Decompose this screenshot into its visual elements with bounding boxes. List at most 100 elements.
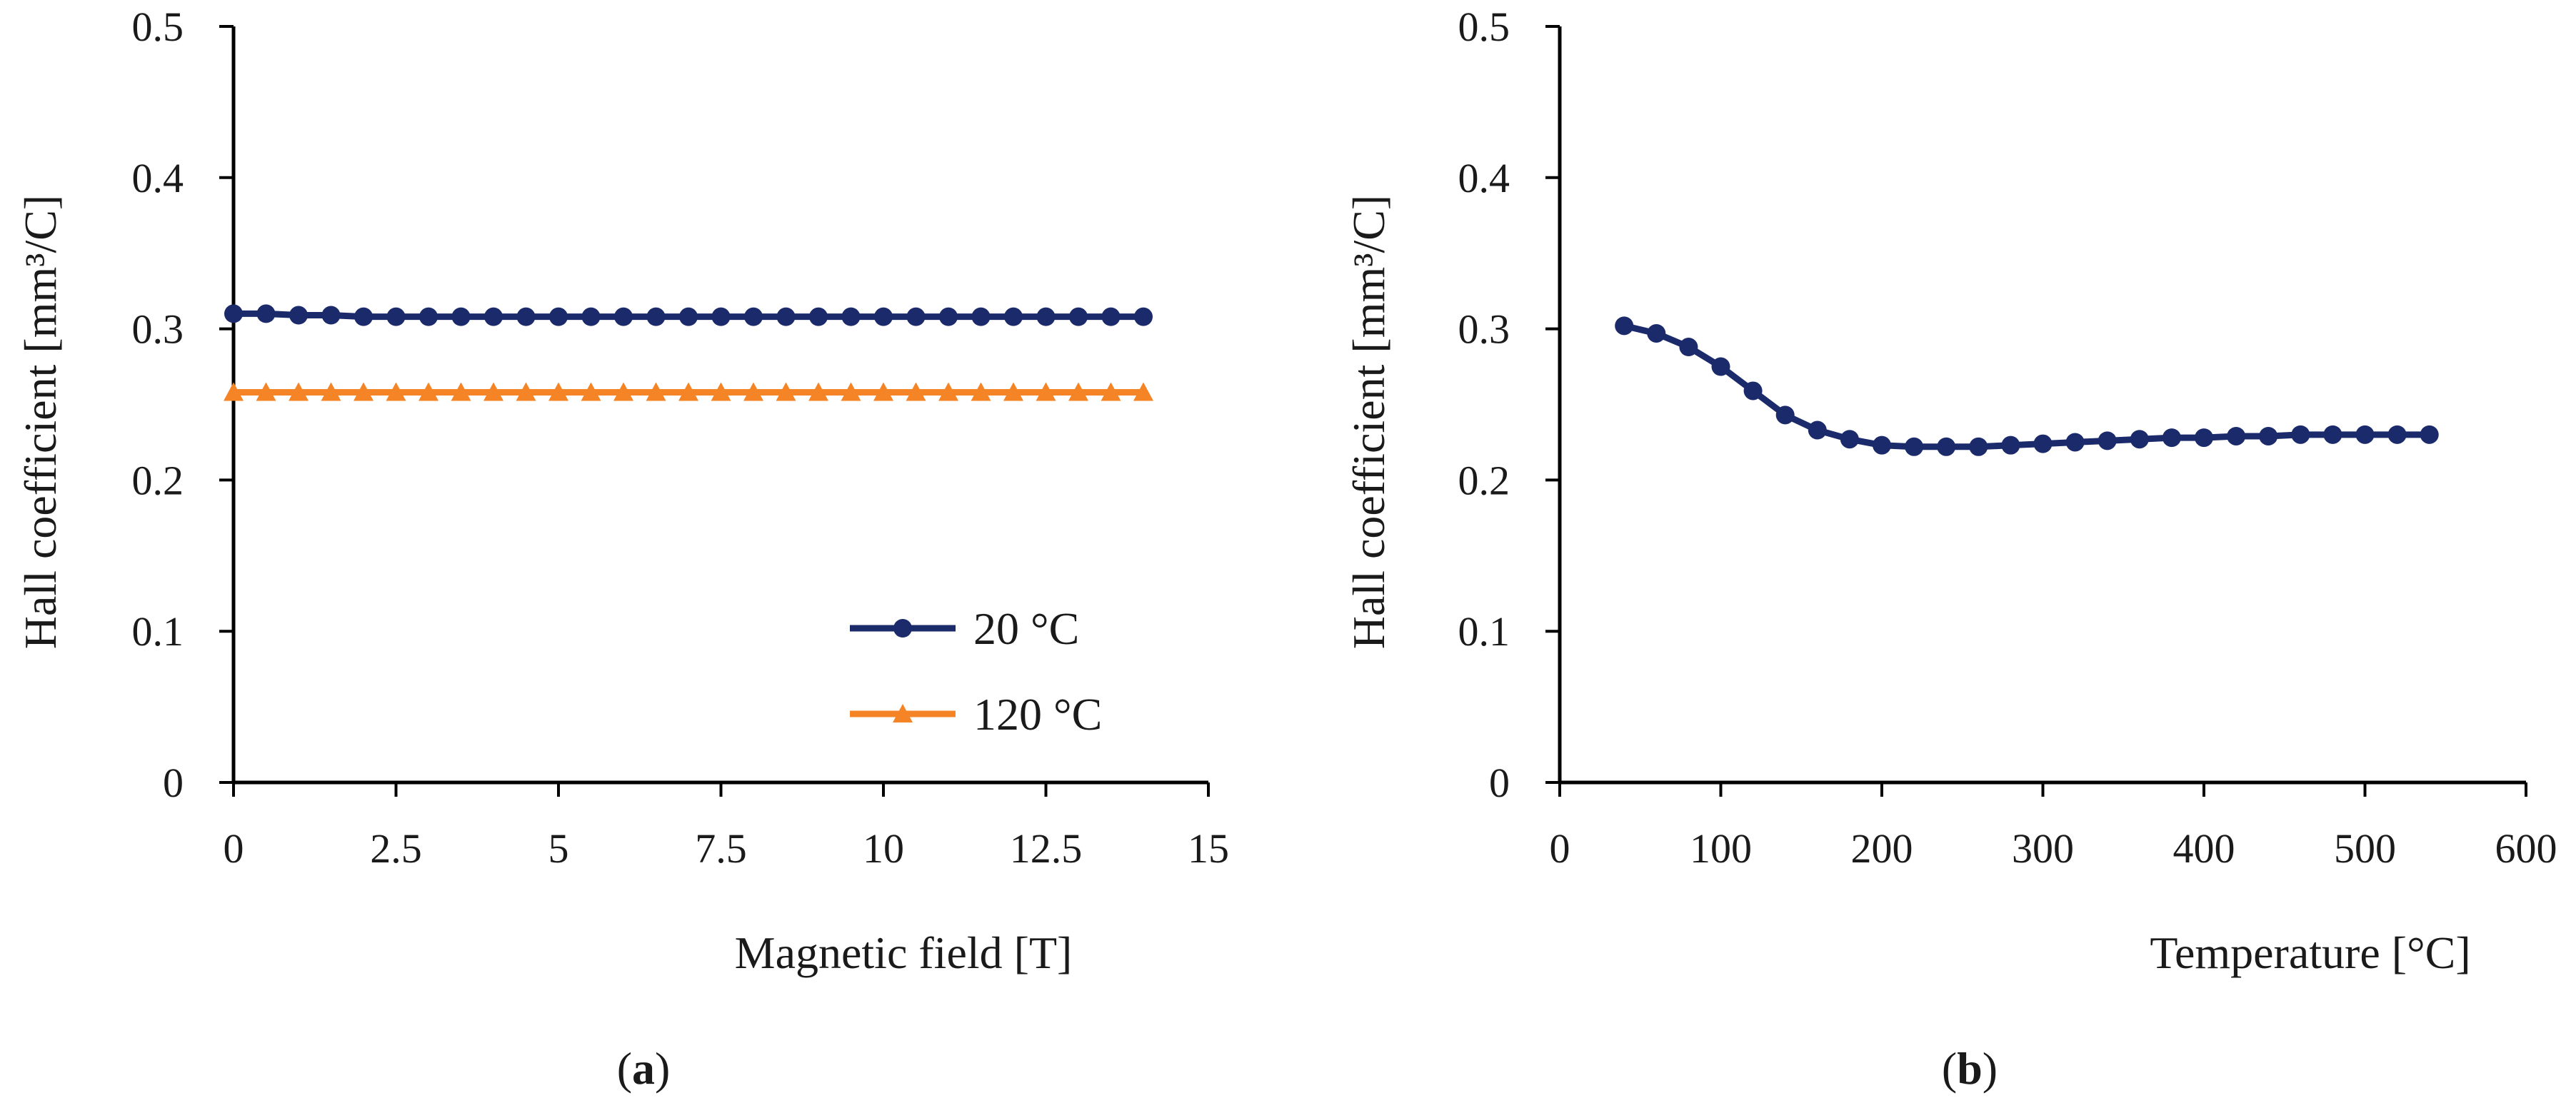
legend-label-20c: 20 °C — [973, 603, 1079, 654]
data-point-20-c — [906, 307, 926, 326]
data-point-20-c — [1069, 307, 1088, 326]
data-point-120-c — [1003, 382, 1023, 401]
data-point-20-c — [776, 307, 796, 326]
data-point-120-c — [1101, 382, 1121, 401]
data-point-hall-coefficient — [2227, 426, 2246, 445]
data-point-120-c — [1068, 382, 1088, 401]
caption-b: (b) — [1942, 1043, 1998, 1094]
data-point-hall-coefficient — [2162, 428, 2181, 448]
data-point-hall-coefficient — [1937, 437, 1956, 456]
data-point-20-c — [711, 307, 731, 326]
data-point-20-c — [484, 307, 503, 326]
data-point-120-c — [1133, 382, 1153, 401]
data-point-20-c — [451, 307, 471, 326]
x-tick-label: 300 — [2012, 825, 2074, 872]
x-tick-label: 5 — [548, 825, 569, 872]
data-point-hall-coefficient — [2259, 426, 2278, 445]
caption-a: (a) — [617, 1043, 671, 1094]
data-point-hall-coefficient — [2355, 425, 2375, 444]
data-point-20-c — [549, 307, 568, 326]
data-point-hall-coefficient — [1647, 323, 1666, 343]
data-point-hall-coefficient — [1873, 435, 1891, 455]
data-point-hall-coefficient — [2387, 425, 2407, 444]
data-point-hall-coefficient — [1808, 420, 1827, 440]
data-point-120-c — [678, 382, 698, 401]
y-tick-label: 0.5 — [1458, 4, 1510, 50]
data-point-20-c — [224, 304, 243, 323]
x-tick-label: 10 — [863, 825, 904, 872]
data-point-120-c — [711, 382, 731, 401]
data-point-20-c — [809, 307, 828, 326]
data-point-120-c — [808, 382, 828, 401]
data-point-hall-coefficient — [1615, 316, 1634, 336]
data-point-hall-coefficient — [2195, 428, 2213, 448]
data-point-120-c — [646, 382, 666, 401]
y-tick-label: 0.4 — [132, 155, 184, 201]
y-axis-label: Hall coefficient [mm³/C] — [15, 195, 66, 649]
data-point-120-c — [906, 382, 926, 401]
data-point-hall-coefficient — [1905, 437, 1924, 456]
x-axis-label: Magnetic field [T] — [735, 927, 1073, 978]
data-point-20-c — [419, 307, 438, 326]
x-tick-label: 600 — [2495, 825, 2557, 872]
x-tick-label: 0 — [1550, 825, 1570, 872]
data-point-120-c — [548, 382, 568, 401]
legend-label-120c: 120 °C — [973, 689, 1102, 740]
y-tick-label: 0 — [163, 760, 184, 806]
data-point-20-c — [386, 307, 406, 326]
data-point-20-c — [971, 307, 991, 326]
x-tick-label: 15 — [1188, 825, 1229, 872]
data-point-hall-coefficient — [1743, 381, 1763, 401]
data-point-20-c — [939, 307, 958, 326]
data-point-20-c — [321, 306, 341, 325]
data-point-20-c — [744, 307, 763, 326]
data-point-120-c — [516, 382, 536, 401]
data-point-hall-coefficient — [2033, 434, 2053, 453]
y-tick-label: 0.4 — [1458, 155, 1510, 201]
data-point-hall-coefficient — [1775, 406, 1795, 425]
y-tick-label: 0.3 — [132, 306, 184, 353]
data-point-120-c — [873, 382, 893, 401]
data-point-20-c — [516, 307, 536, 326]
data-point-120-c — [971, 382, 991, 401]
data-point-hall-coefficient — [2098, 431, 2117, 450]
data-point-hall-coefficient — [1711, 357, 1730, 376]
y-tick-label: 0 — [1489, 760, 1510, 806]
data-point-120-c — [321, 382, 341, 401]
x-axis-label: Temperature [°C] — [2150, 927, 2470, 978]
x-tick-label: 500 — [2334, 825, 2396, 872]
data-point-20-c — [1134, 307, 1153, 326]
data-point-20-c — [256, 304, 276, 323]
x-tick-label: 2.5 — [370, 825, 422, 872]
data-point-120-c — [841, 382, 861, 401]
data-point-20-c — [841, 307, 861, 326]
data-point-20-c — [1036, 307, 1056, 326]
data-point-20-c — [646, 307, 666, 326]
panel-a: Hall coefficient [mm³/C] Magnetic field … — [15, 4, 1229, 1094]
x-tick-label: 7.5 — [695, 825, 747, 872]
data-point-20-c — [614, 307, 633, 326]
x-tick-label: 200 — [1851, 825, 1913, 872]
data-point-120-c — [1036, 382, 1056, 401]
data-point-hall-coefficient — [2291, 425, 2310, 444]
y-axis-label: Hall coefficient [mm³/C] — [1343, 195, 1394, 649]
legend-marker-120c — [893, 704, 913, 722]
data-point-hall-coefficient — [2323, 425, 2342, 444]
data-point-120-c — [224, 382, 244, 401]
data-point-120-c — [256, 382, 276, 401]
data-point-20-c — [581, 307, 601, 326]
data-point-hall-coefficient — [2420, 425, 2439, 444]
data-point-120-c — [743, 382, 763, 401]
data-point-20-c — [679, 307, 698, 326]
x-tick-label: 400 — [2173, 825, 2235, 872]
data-point-120-c — [354, 382, 374, 401]
data-point-120-c — [483, 382, 503, 401]
data-point-120-c — [938, 382, 958, 401]
data-point-20-c — [1101, 307, 1121, 326]
data-point-120-c — [289, 382, 309, 401]
data-point-hall-coefficient — [2065, 433, 2085, 452]
x-tick-label: 12.5 — [1010, 825, 1083, 872]
data-point-120-c — [451, 382, 471, 401]
data-point-120-c — [419, 382, 438, 401]
data-point-120-c — [386, 382, 406, 401]
